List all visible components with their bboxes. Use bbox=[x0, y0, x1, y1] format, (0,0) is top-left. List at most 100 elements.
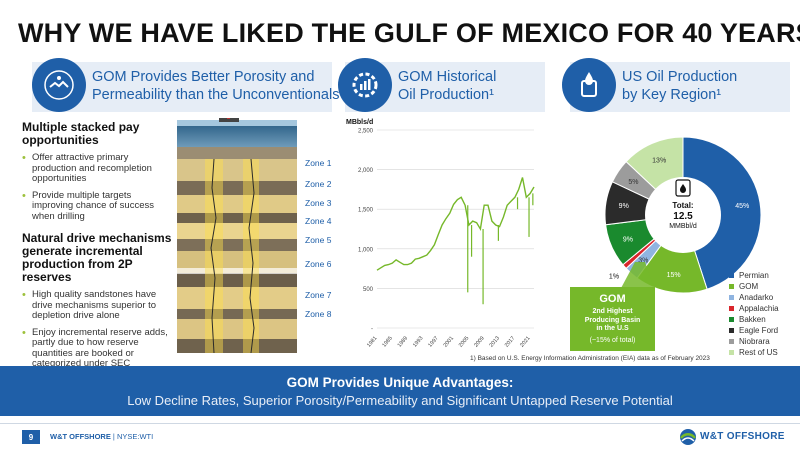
legend-label: Permian bbox=[739, 271, 769, 280]
zone-label: Zone 5 bbox=[305, 235, 332, 245]
legend-swatch bbox=[729, 317, 734, 322]
header-2-line2: Oil Production¹ bbox=[398, 87, 494, 103]
well-log-left bbox=[210, 158, 217, 354]
legend-item: Eagle Ford bbox=[729, 325, 779, 336]
pie-slice-label: 1% bbox=[609, 273, 619, 280]
gom-callout: GOM 2nd Highest Producing Basin in the U… bbox=[570, 287, 655, 351]
pie-total-value: 12.5 bbox=[673, 211, 693, 222]
barrel-icon bbox=[675, 179, 691, 197]
pie-slice-label: 9% bbox=[623, 236, 633, 243]
legend-item: Appalachia bbox=[729, 303, 779, 314]
x-tick-label: 2017 bbox=[504, 335, 516, 348]
footer-ticker: | NYSE:WTI bbox=[112, 432, 154, 441]
bullets-list-1: Offer attractive primary production and … bbox=[22, 152, 172, 223]
bullet-item: High quality sandstones have drive mecha… bbox=[22, 289, 172, 322]
x-tick-label: 1993 bbox=[412, 335, 424, 348]
gom-callout-note: (~15% of total) bbox=[589, 336, 636, 344]
header-2-line1: GOM Historical bbox=[398, 69, 497, 85]
bullet-item: Offer attractive primary production and … bbox=[22, 152, 172, 185]
pie-slice-label: 13% bbox=[652, 157, 666, 164]
gear-chart-icon-graphic bbox=[352, 72, 378, 98]
heading-natural-drive: Natural drive mechanisms generate increm… bbox=[22, 231, 172, 284]
header-1-line1: GOM Provides Better Porosity and bbox=[92, 69, 315, 85]
company-logo-icon bbox=[680, 429, 696, 445]
advantages-banner: GOM Provides Unique Advantages: Low Decl… bbox=[0, 366, 800, 416]
legend-swatch bbox=[729, 339, 734, 344]
legend-label: Eagle Ford bbox=[739, 326, 779, 335]
legend-swatch bbox=[729, 350, 734, 355]
header-1-text: GOM Provides Better Porosity and Permeab… bbox=[92, 68, 339, 104]
reservoir-illustration bbox=[177, 118, 297, 354]
platform-icon bbox=[219, 118, 239, 122]
footnote: 1) Based on U.S. Energy Information Admi… bbox=[470, 355, 710, 362]
gom-callout-sub3: in the U.S bbox=[596, 325, 629, 332]
platform-flare-icon bbox=[227, 118, 230, 119]
legend-item: Permian bbox=[729, 270, 779, 281]
x-tick-label: 1997 bbox=[427, 335, 439, 348]
banner-subtitle: Low Decline Rates, Superior Porosity/Per… bbox=[127, 393, 673, 408]
header-3-text: US Oil Production by Key Region¹ bbox=[622, 68, 737, 104]
pie-total-unit: MMBbl/d bbox=[669, 223, 697, 230]
x-tick-label: 1985 bbox=[381, 335, 393, 348]
page-title: WHY WE HAVE LIKED THE GULF OF MEXICO FOR… bbox=[18, 18, 800, 48]
legend-item: Anadarko bbox=[729, 292, 779, 303]
left-bullets: Multiple stacked pay opportunities Offer… bbox=[22, 121, 172, 390]
gom-production-series bbox=[376, 177, 535, 271]
y-tick-label: 2,000 bbox=[358, 168, 374, 174]
pie-slice-label: 9% bbox=[619, 203, 629, 210]
log-highlight-right bbox=[243, 159, 259, 353]
oil-drop-icon-graphic bbox=[581, 72, 597, 97]
legend-item: Rest of US bbox=[729, 347, 779, 358]
header-3-line1: US Oil Production bbox=[622, 69, 738, 85]
legend-item: GOM bbox=[729, 281, 779, 292]
oil-drop-icon bbox=[562, 58, 616, 112]
footer-company: W&T OFFSHORE | NYSE:WTI bbox=[50, 432, 153, 441]
header-3-line2: by Key Region¹ bbox=[622, 87, 722, 103]
legend-label: Bakken bbox=[739, 315, 766, 324]
seafloor-layer bbox=[177, 147, 297, 159]
chart-ylabel: MBbls/d bbox=[346, 119, 373, 126]
bullet-item: Provide multiple targets improving chanc… bbox=[22, 190, 172, 223]
zone-label: Zone 4 bbox=[305, 216, 332, 226]
banner-title: GOM Provides Unique Advantages: bbox=[286, 375, 514, 390]
well-log-right bbox=[248, 158, 255, 354]
gom-callout-title: GOM bbox=[599, 293, 626, 305]
legend-swatch bbox=[729, 328, 734, 333]
pie-total-label: Total: bbox=[672, 201, 693, 210]
y-tick-label: 1,000 bbox=[358, 247, 374, 253]
pie-slice-label: 3% bbox=[638, 258, 648, 265]
legend-swatch bbox=[729, 295, 734, 300]
y-tick-label: - bbox=[371, 327, 373, 333]
pie-slice-label: 45% bbox=[735, 203, 749, 210]
zone-label: Zone 2 bbox=[305, 179, 332, 189]
handshake-icon bbox=[32, 58, 86, 112]
page-number: 9 bbox=[22, 430, 40, 444]
pie-legend: Permian GOM Anadarko Appalachia Bakken Eagle … bbox=[729, 270, 779, 358]
legend-swatch bbox=[729, 306, 734, 311]
x-tick-label: 2021 bbox=[519, 335, 531, 348]
legend-label: Appalachia bbox=[739, 304, 779, 313]
gom-callout-connector bbox=[620, 262, 655, 290]
sea-surface bbox=[177, 120, 297, 126]
y-tick-label: 500 bbox=[363, 287, 374, 293]
x-tick-label: 1989 bbox=[397, 335, 409, 348]
legend-item: Bakken bbox=[729, 314, 779, 325]
x-tick-label: 2009 bbox=[473, 335, 485, 348]
legend-label: Rest of US bbox=[739, 348, 778, 357]
x-tick-label: 2001 bbox=[443, 335, 455, 348]
pie-slice-label: 15% bbox=[667, 272, 681, 279]
zone-label: Zone 3 bbox=[305, 198, 332, 208]
legend-item: Niobrara bbox=[729, 336, 779, 347]
zone-label: Zone 1 bbox=[305, 158, 332, 168]
layer-gap bbox=[177, 268, 297, 274]
footer-company-name: W&T OFFSHORE bbox=[50, 432, 111, 441]
gom-callout-sub2: Producing Basin bbox=[584, 316, 641, 324]
y-tick-label: 2,500 bbox=[358, 129, 374, 135]
company-logo-text: W&T OFFSHORE bbox=[700, 431, 785, 442]
legend-swatch bbox=[729, 273, 734, 278]
gear-chart-icon bbox=[338, 58, 392, 112]
zone-label: Zone 7 bbox=[305, 290, 332, 300]
heading-stacked-pay: Multiple stacked pay opportunities bbox=[22, 120, 140, 147]
zone-label: Zone 8 bbox=[305, 309, 332, 319]
log-highlight-left bbox=[205, 159, 223, 353]
